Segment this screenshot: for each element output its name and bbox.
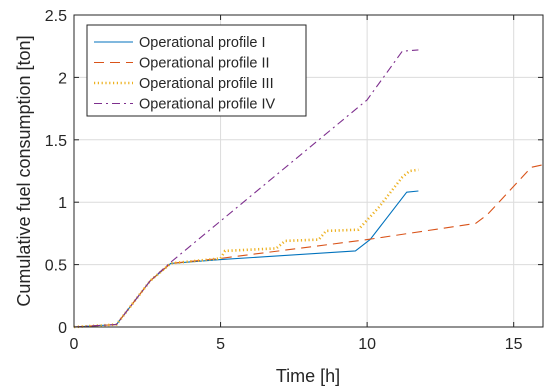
series-line-4 (73, 49, 419, 328)
legend-label-2: Operational profile II (139, 56, 270, 72)
x-tick-labels: 0 5 10 15 (70, 336, 523, 353)
y-tick-label: 2.5 (45, 8, 67, 25)
legend-label-4: Operational profile IV (139, 97, 276, 113)
series-line-3 (73, 168, 419, 329)
legend: Operational profile I Operational profile… (86, 24, 307, 117)
y-tick-label: 0 (58, 320, 67, 337)
plot-frame (73, 14, 544, 328)
axis-ticks (73, 14, 543, 328)
series-line-2 (73, 164, 544, 328)
y-axis-title: Cumulative fuel consumption [ton] (14, 35, 34, 306)
y-tick-label: 1 (58, 195, 67, 212)
y-tick-label: 1.5 (45, 133, 67, 150)
legend-label-3: Operational profile III (139, 76, 274, 92)
x-tick-label: 5 (216, 336, 225, 353)
legend-label-1: Operational profile I (139, 35, 266, 51)
series-lines (73, 49, 544, 329)
legend-box (86, 24, 307, 117)
x-tick-label: 10 (358, 336, 376, 353)
y-tick-label: 0.5 (45, 258, 67, 275)
y-tick-labels: 0 0.5 1 1.5 2 2.5 (45, 8, 67, 337)
x-axis-title: Time [h] (276, 366, 340, 386)
x-tick-label: 15 (505, 336, 523, 353)
x-tick-label: 0 (70, 336, 79, 353)
y-tick-label: 2 (58, 70, 67, 87)
